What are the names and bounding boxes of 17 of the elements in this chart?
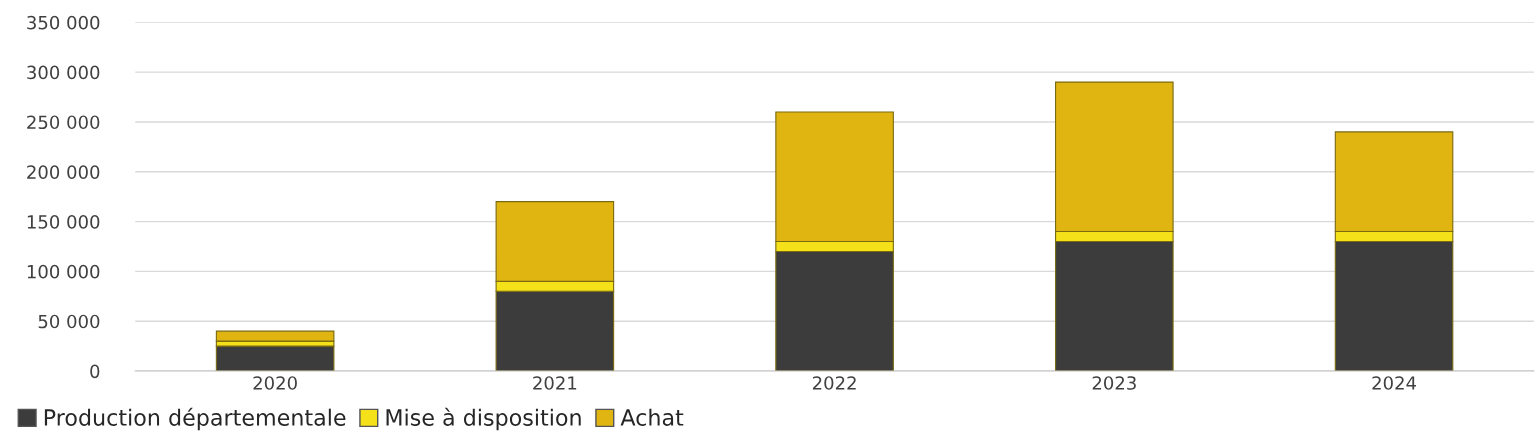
y-tick-label: 50 000: [38, 314, 100, 329]
y-tick-label: 350 000: [27, 15, 100, 30]
legend-label: Mise à disposition: [386, 407, 581, 431]
x-tick-label: 2021: [533, 376, 577, 390]
x-tick-label: 2023: [1092, 376, 1136, 390]
legend-label: Production départementale: [44, 407, 346, 431]
legend-label: Achat: [620, 408, 684, 426]
y-tick-label: 300 000: [27, 65, 100, 80]
x-tick-label: 2024: [1372, 376, 1417, 390]
y-tick-label: 250 000: [27, 115, 100, 130]
x-tick-label: 2020: [253, 376, 297, 390]
y-tick-label: 200 000: [27, 165, 100, 179]
y-tick-label: 150 000: [27, 215, 100, 229]
x-tick-label: 2022: [812, 376, 856, 390]
y-tick-label: 0: [90, 364, 100, 379]
y-tick-label: 100 000: [27, 264, 100, 279]
bar: [215, 345, 335, 372]
